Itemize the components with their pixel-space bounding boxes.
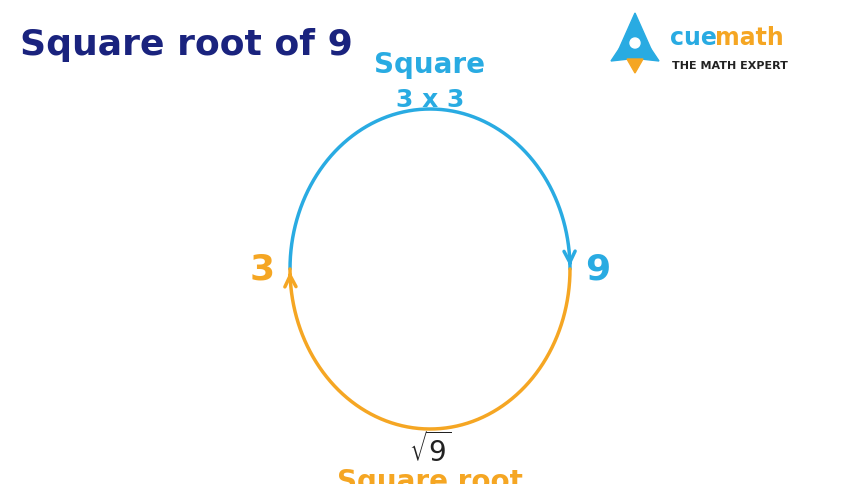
Text: 9: 9	[586, 253, 611, 287]
Polygon shape	[641, 50, 659, 62]
Text: math: math	[715, 26, 783, 50]
Text: THE MATH EXPERT: THE MATH EXPERT	[672, 61, 788, 71]
Text: 3 x 3: 3 x 3	[396, 88, 464, 112]
Text: Square root: Square root	[337, 467, 523, 484]
Text: Square: Square	[374, 51, 486, 79]
Text: $\sqrt{9}$: $\sqrt{9}$	[408, 431, 452, 467]
Text: cue: cue	[670, 26, 717, 50]
Text: 3: 3	[249, 253, 274, 287]
Polygon shape	[619, 14, 651, 60]
Polygon shape	[611, 50, 629, 62]
Circle shape	[630, 39, 640, 49]
Polygon shape	[627, 60, 643, 74]
Text: Square root of 9: Square root of 9	[20, 28, 353, 62]
